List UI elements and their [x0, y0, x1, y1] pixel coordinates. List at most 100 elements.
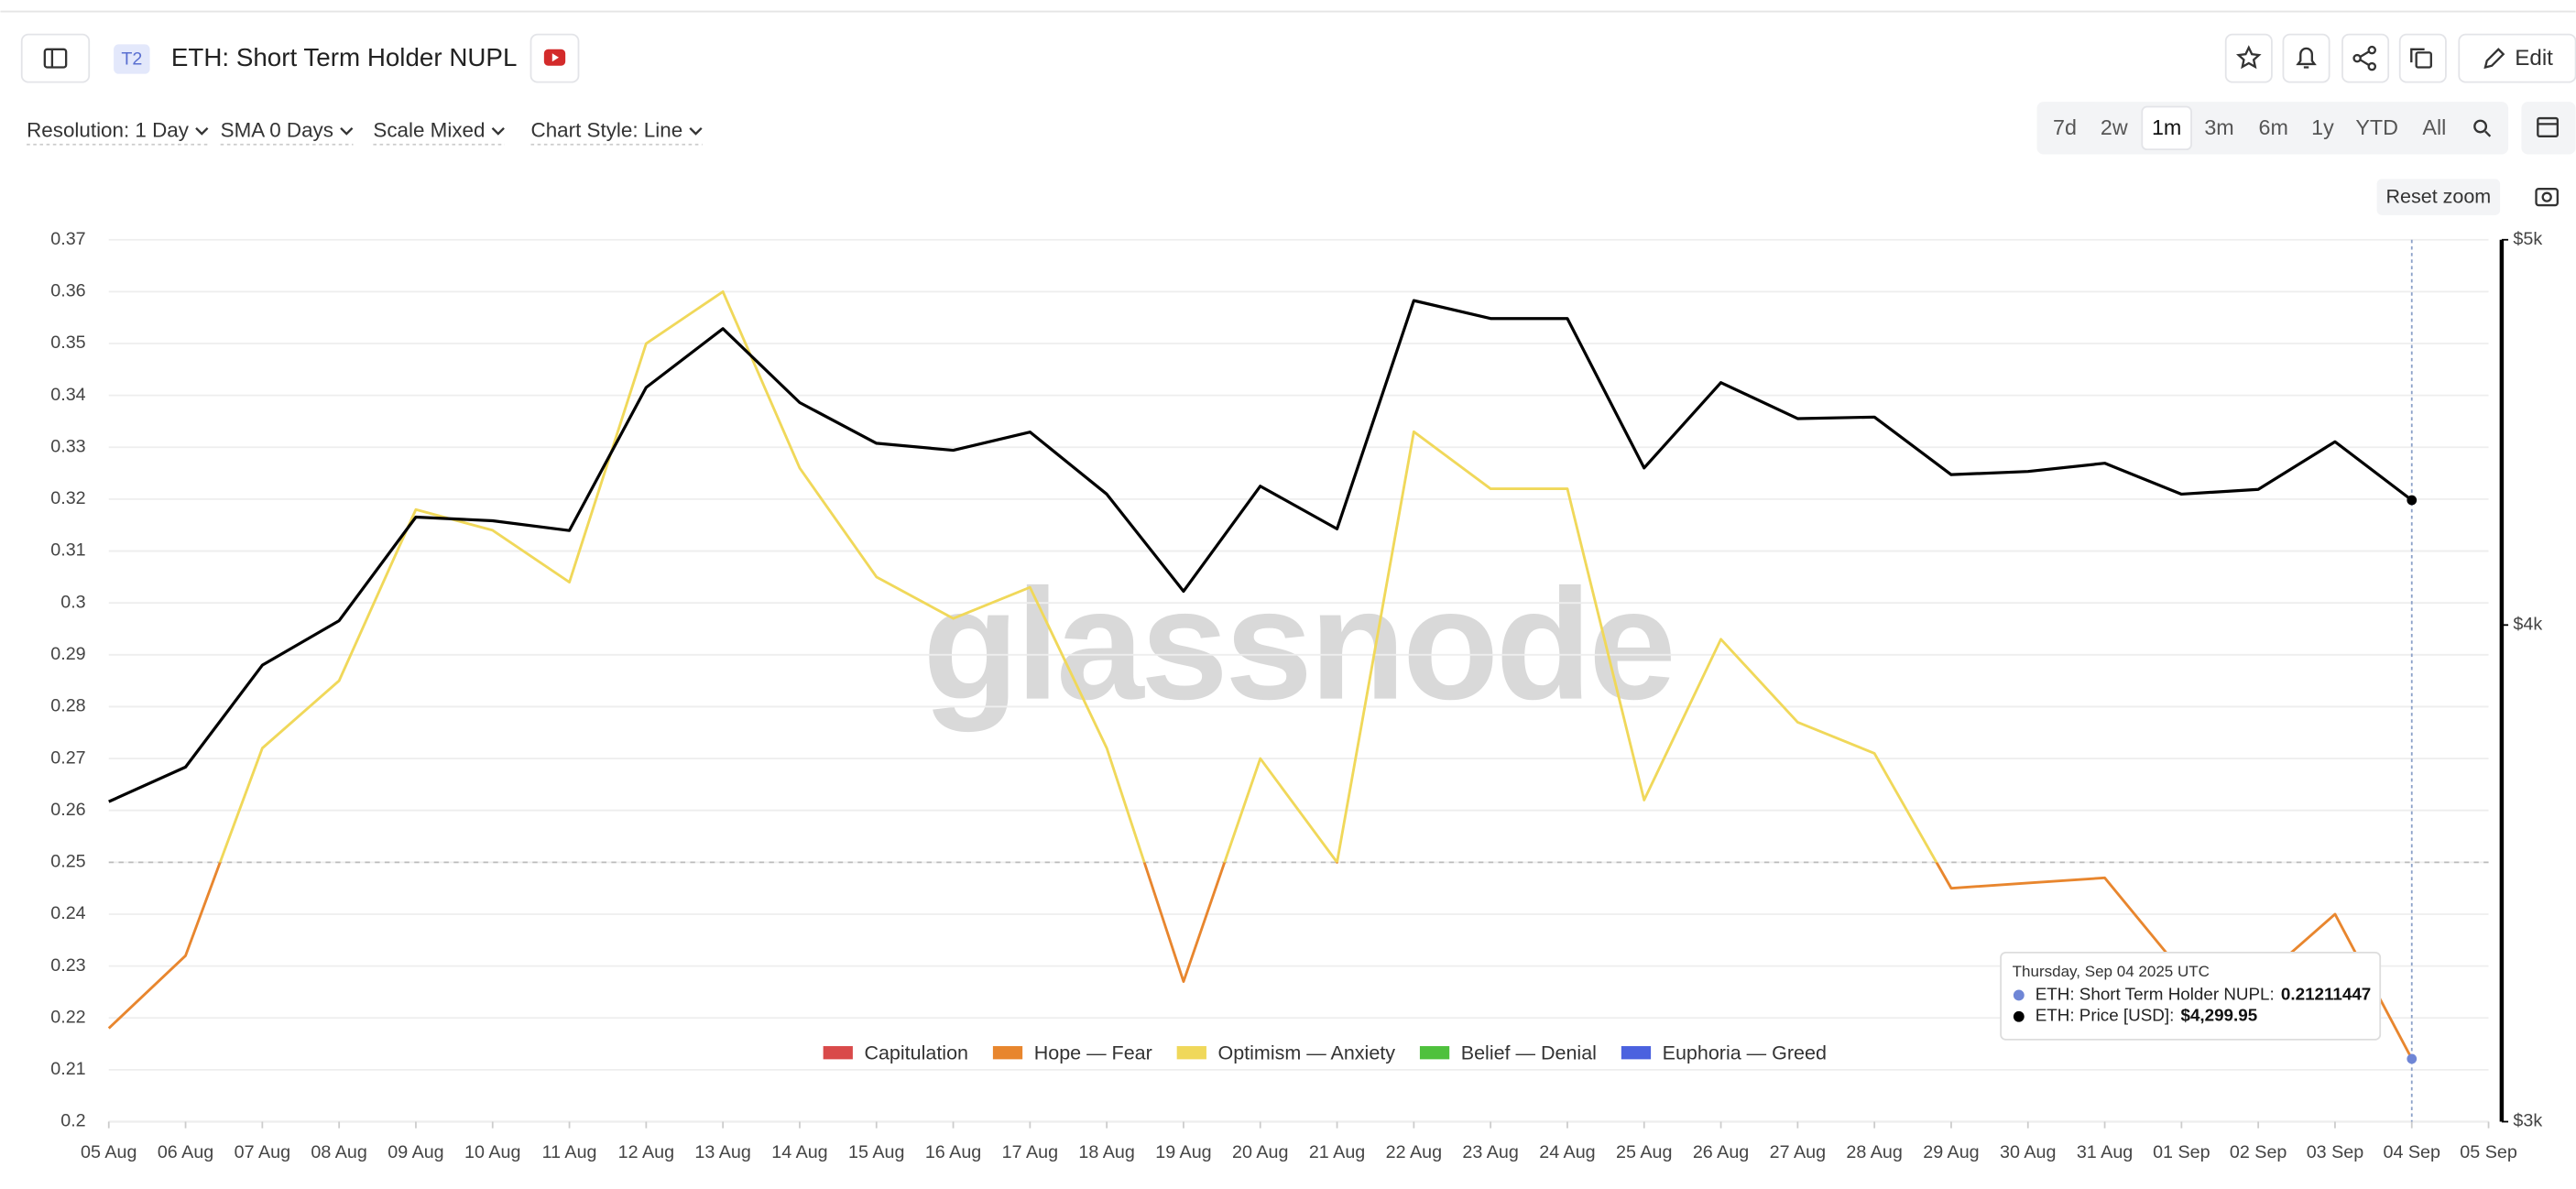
y-tick-label: 0.27	[50, 747, 85, 768]
legend-label[interactable]: Optimism — Anxiety	[1217, 1042, 1395, 1064]
tooltip-dot	[2013, 989, 2025, 1001]
hover-marker	[2407, 495, 2418, 506]
y-tick-label: 0.24	[50, 903, 85, 923]
y-tick-label: 0.33	[50, 436, 85, 456]
badge-bg	[114, 44, 150, 74]
series-line	[108, 299, 2413, 803]
legend-label[interactable]: Belief — Denial	[1461, 1042, 1597, 1064]
range-button[interactable]: 1y	[2311, 115, 2334, 139]
y-tick-label: 0.25	[50, 852, 85, 872]
x-tick-label: 26 Aug	[1693, 1142, 1749, 1162]
x-tick-label: 05 Sep	[2460, 1142, 2517, 1162]
legend-label[interactable]: Euphoria — Greed	[1663, 1042, 1827, 1064]
x-tick-label: 07 Aug	[235, 1142, 290, 1162]
range-button[interactable]: YTD	[2355, 115, 2398, 139]
x-tick-label: 30 Aug	[2000, 1142, 2056, 1162]
range-button[interactable]: All	[2422, 115, 2446, 139]
x-tick-label: 20 Aug	[1232, 1142, 1288, 1162]
x-tick-label: 14 Aug	[771, 1142, 827, 1162]
y2-tick-label: $4k	[2513, 615, 2542, 635]
x-tick-label: 05 Aug	[81, 1142, 136, 1162]
x-tick-label: 01 Sep	[2153, 1142, 2210, 1162]
y-tick-label: 0.2	[60, 1111, 85, 1131]
tooltip-value: 0.21211447	[2281, 984, 2371, 1003]
y-tick-label: 0.34	[50, 385, 85, 405]
range-button[interactable]: 6m	[2259, 115, 2288, 139]
y-tick-label: 0.26	[50, 800, 85, 820]
dropdown[interactable]: Resolution: 1 Day	[27, 118, 190, 141]
x-tick-label: 18 Aug	[1078, 1142, 1134, 1162]
x-tick-label: 11 Aug	[542, 1142, 597, 1162]
legend-swatch[interactable]	[1176, 1046, 1206, 1060]
reset-zoom[interactable]: Reset zoom	[2386, 186, 2492, 208]
dropdown-chevron[interactable]	[340, 127, 354, 136]
x-tick-label: 22 Aug	[1386, 1142, 1442, 1162]
y-tick-label: 0.22	[50, 1007, 85, 1027]
tooltip-dot	[2013, 1010, 2025, 1022]
tooltip-value: $4,299.95	[2180, 1006, 2257, 1025]
x-tick-label: 29 Aug	[1923, 1142, 1979, 1162]
dropdown-chevron[interactable]	[491, 127, 505, 136]
x-tick-label: 28 Aug	[1846, 1142, 1902, 1162]
video-button[interactable]	[529, 33, 580, 83]
x-tick-label: 23 Aug	[1462, 1142, 1518, 1162]
badge: T2	[121, 49, 142, 70]
x-tick-label: 03 Sep	[2307, 1142, 2364, 1162]
x-tick-label: 31 Aug	[2077, 1142, 2133, 1162]
x-tick-label: 16 Aug	[925, 1142, 981, 1162]
series-line	[107, 289, 2414, 1060]
page-title: ETH: Short Term Holder NUPL	[171, 43, 518, 71]
watermark: glassnode	[922, 557, 1673, 733]
legend-swatch[interactable]	[823, 1046, 853, 1060]
legend-swatch[interactable]	[992, 1046, 1023, 1060]
zoom-select[interactable]	[2473, 119, 2492, 137]
y-tick-label: 0.28	[50, 696, 85, 716]
dropdown[interactable]: SMA 0 Days	[221, 118, 333, 141]
tooltip-date: Thursday, Sep 04 2025 UTC	[2013, 963, 2210, 980]
y2-tick-label: $5k	[2513, 229, 2542, 249]
range-button[interactable]: 1m	[2152, 115, 2181, 139]
sidebar-toggle[interactable]	[20, 33, 91, 83]
dropdown-chevron[interactable]	[689, 127, 703, 136]
x-tick-label: 15 Aug	[848, 1142, 904, 1162]
x-tick-label: 27 Aug	[1770, 1142, 1826, 1162]
dropdown[interactable]: Scale Mixed	[373, 118, 485, 141]
copy-button[interactable]	[2398, 33, 2447, 83]
legend-label[interactable]: Hope — Fear	[1034, 1042, 1152, 1064]
x-tick-label: 06 Aug	[158, 1142, 213, 1162]
range-button[interactable]: 3m	[2204, 115, 2233, 139]
tooltip-box	[2000, 951, 2382, 1041]
edit-button[interactable]	[2458, 33, 2576, 83]
y-tick-label: 0.35	[50, 333, 85, 353]
tooltip: Thursday, Sep 04 2025 UTC ETH: Short Term…	[2000, 951, 2382, 1041]
edit-label[interactable]: Edit	[2515, 46, 2553, 71]
range-button[interactable]: 7d	[2053, 115, 2077, 139]
y-tick-label: 0.36	[50, 281, 85, 301]
x-tick-label: 21 Aug	[1309, 1142, 1365, 1162]
reset-zoom-bg[interactable]	[2376, 179, 2501, 215]
x-tick-label: 25 Aug	[1616, 1142, 1672, 1162]
x-tick-label: 02 Sep	[2230, 1142, 2287, 1162]
dropdown-chevron[interactable]	[195, 127, 209, 136]
range-active[interactable]	[2141, 105, 2192, 151]
y-tick-label: 0.37	[50, 229, 85, 249]
share-button[interactable]	[2341, 33, 2390, 83]
y-tick-label: 0.29	[50, 644, 85, 664]
legend-label[interactable]: Capitulation	[864, 1042, 968, 1064]
alert-button[interactable]	[2282, 33, 2330, 83]
calendar-button[interactable]	[2521, 102, 2576, 155]
y2-tick-label: $3k	[2513, 1111, 2542, 1131]
dropdown[interactable]: Chart Style: Line	[531, 118, 683, 141]
x-tick-label: 17 Aug	[1002, 1142, 1058, 1162]
tooltip-label: ETH: Price [USD]:	[2036, 1006, 2175, 1025]
x-tick-label: 09 Aug	[387, 1142, 443, 1162]
x-tick-label: 13 Aug	[694, 1142, 750, 1162]
star-button[interactable]	[2224, 33, 2273, 83]
legend-swatch[interactable]	[1621, 1046, 1652, 1060]
range-button[interactable]: 2w	[2101, 115, 2128, 139]
legend-swatch[interactable]	[1419, 1046, 1450, 1060]
screenshot-button[interactable]	[2535, 188, 2560, 207]
y-tick-label: 0.31	[50, 540, 85, 561]
